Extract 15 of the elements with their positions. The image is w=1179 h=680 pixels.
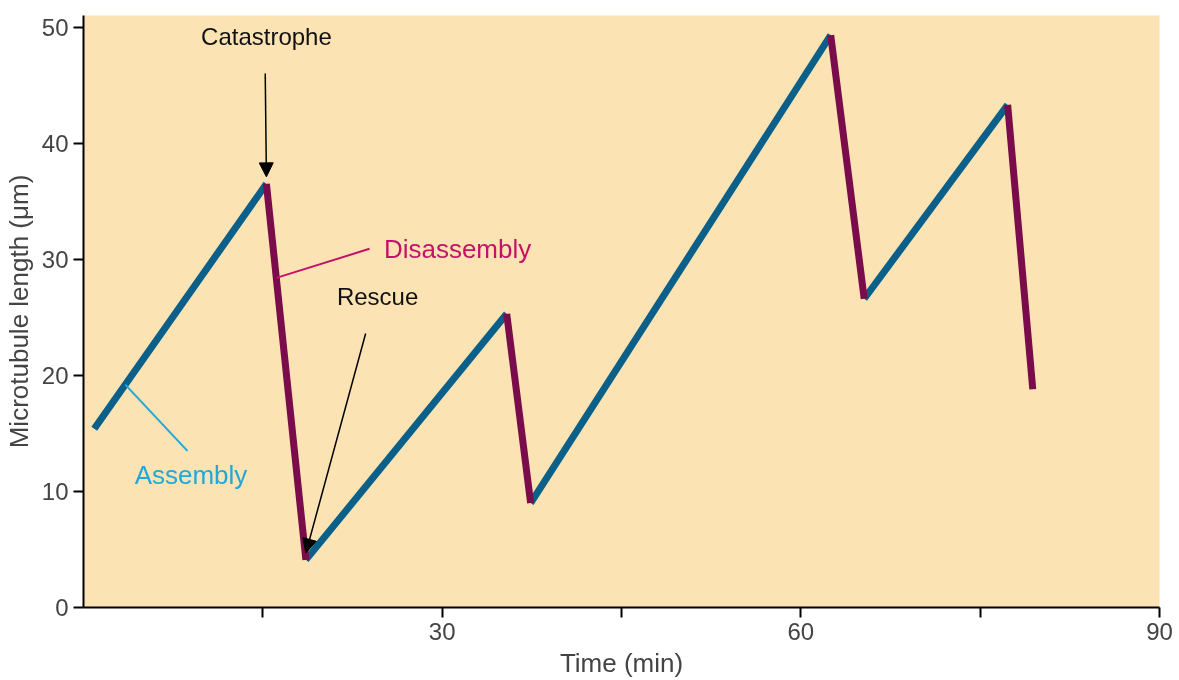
y-tick-label: 50 (41, 13, 69, 41)
y-tick-label: 40 (41, 129, 69, 157)
annotation: Catastrophe (201, 23, 332, 51)
x-tick-label: 90 (1146, 617, 1173, 645)
y-tick-label: 30 (41, 245, 69, 273)
y-tick-label: 0 (55, 594, 69, 621)
y-tick-label: 10 (41, 477, 69, 505)
y-axis-title: Microtubule length (μm) (3, 174, 34, 449)
x-axis-title: Time (min) (559, 647, 684, 678)
x-tick-label: 60 (787, 617, 815, 645)
y-tick-label: 20 (41, 361, 69, 389)
x-tick-label: 30 (428, 617, 456, 645)
text: Disassembly (383, 233, 532, 264)
series-label: Assembly (134, 460, 248, 491)
annotation: Rescue (336, 283, 419, 311)
